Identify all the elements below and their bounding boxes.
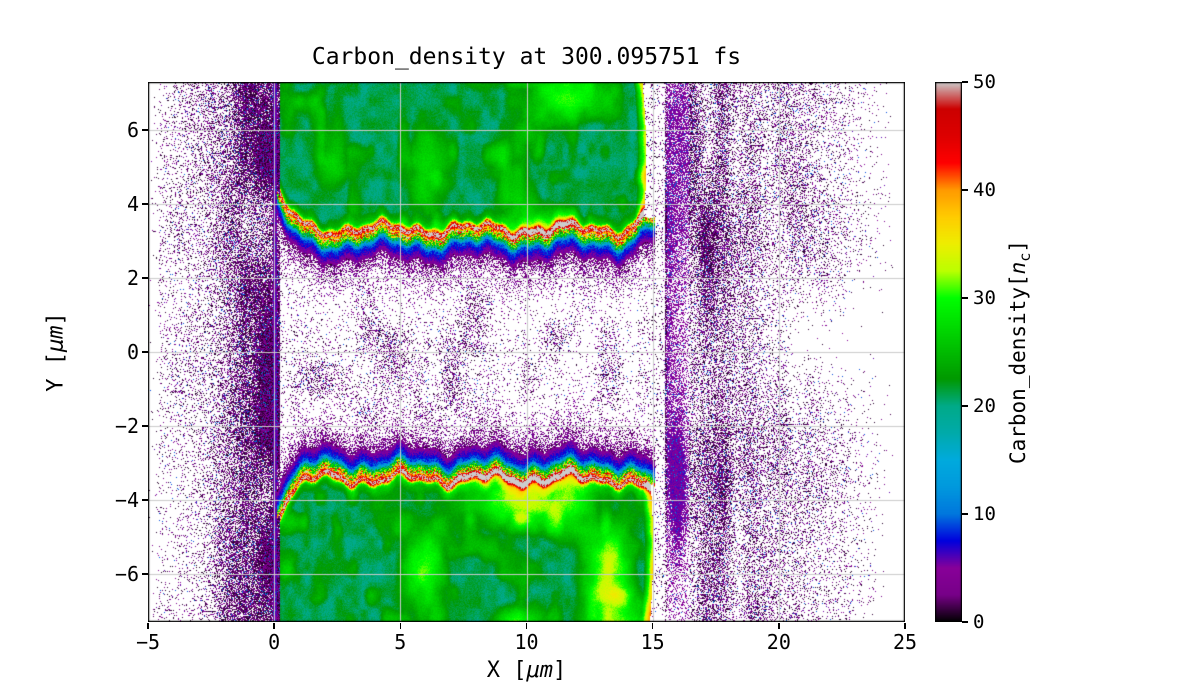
colorbar [935, 82, 962, 622]
y-tick-mark [142, 277, 148, 279]
colorbar-tick-label: 40 [973, 179, 996, 201]
x-axis-label-prefix: X [ [486, 658, 527, 683]
x-tick-label: 10 [514, 630, 539, 654]
y-axis-label-suffix: ] [43, 312, 69, 326]
colorbar-label-prefix: Carbon_density[ [1005, 274, 1030, 465]
y-tick-label: 0 [126, 340, 139, 364]
y-tick-label: 6 [126, 118, 139, 143]
colorbar-label-sub: c [1016, 252, 1035, 262]
chart-title: Carbon_density at 300.095751 fs [311, 44, 742, 70]
x-tick-label: 20 [766, 630, 791, 654]
colorbar-tick-label: 20 [973, 395, 996, 417]
y-tick-label: −6 [114, 561, 139, 586]
colorbar-tick-mark [962, 405, 968, 407]
x-tick-mark [651, 623, 654, 629]
y-tick-mark [142, 499, 148, 501]
y-tick-label: −2 [114, 413, 139, 438]
x-tick-mark [904, 623, 906, 629]
colorbar-tick-label: 30 [973, 287, 996, 309]
x-tick-mark [273, 623, 275, 629]
y-tick-mark [142, 129, 148, 131]
colorbar-label-var: n [1005, 261, 1030, 275]
x-tick-label: 5 [394, 630, 407, 654]
colorbar-tick-label: 0 [973, 611, 985, 633]
y-tick-mark [142, 425, 148, 427]
x-axis-label-math: μm [526, 658, 554, 683]
heatmap-plot [148, 82, 905, 622]
y-tick-label: 2 [126, 266, 139, 291]
colorbar-tick-mark [962, 81, 968, 83]
colorbar-tick-label: 50 [973, 71, 996, 93]
y-tick-mark [142, 573, 148, 575]
y-tick-mark [142, 203, 148, 205]
x-tick-mark [399, 623, 402, 629]
colorbar-tick-mark [962, 189, 968, 191]
x-tick-mark [147, 623, 149, 629]
colorbar-label-suffix: ] [1005, 239, 1030, 253]
y-tick-label: 4 [126, 192, 139, 217]
colorbar-tick-mark [962, 621, 968, 623]
x-tick-label: −5 [135, 630, 161, 654]
x-axis-label-suffix: ] [553, 658, 567, 683]
x-tick-label: 25 [892, 630, 918, 654]
x-tick-label: 15 [640, 630, 665, 654]
x-tick-mark [525, 623, 528, 629]
y-tick-mark [142, 351, 148, 353]
x-tick-label: 0 [268, 630, 281, 654]
colorbar-label: Carbon_density[nc] [1006, 240, 1034, 464]
x-tick-mark [778, 623, 780, 629]
x-axis-label: X [μm] [148, 658, 905, 683]
colorbar-tick-label: 10 [973, 503, 996, 525]
y-tick-label: −4 [114, 487, 139, 512]
colorbar-tick-mark [962, 297, 968, 299]
colorbar-tick-mark [962, 513, 968, 515]
